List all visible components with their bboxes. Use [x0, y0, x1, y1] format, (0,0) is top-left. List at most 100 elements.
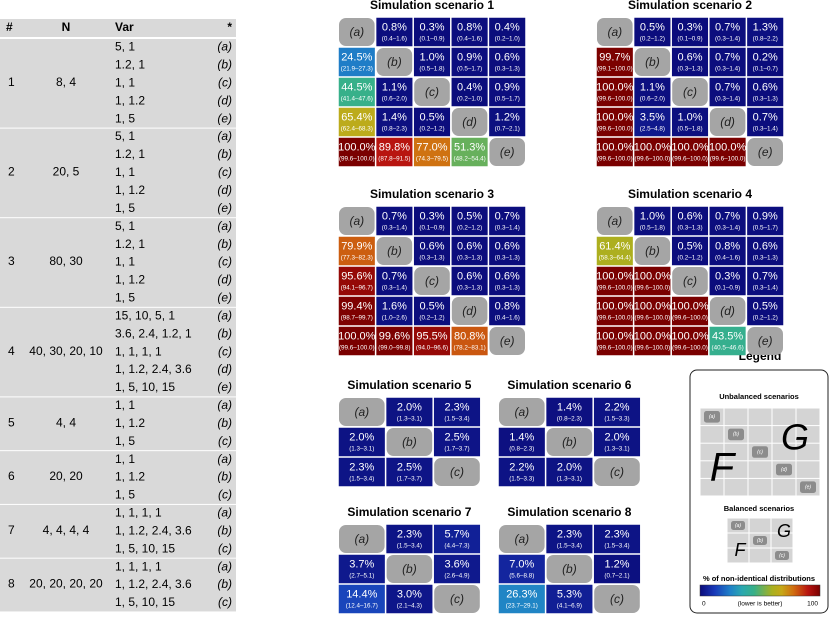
legend-diag-label: (d): [781, 467, 787, 473]
cell-ci: (99.6–100.0): [672, 156, 708, 163]
cell-value: 2.3%: [349, 461, 374, 473]
diagonal-label: (e): [758, 145, 773, 159]
cell-value: 24.5%: [341, 51, 372, 63]
group-n: 20, 5: [53, 165, 80, 179]
cell-ci: (0.4–1.6): [715, 255, 740, 262]
cell-value: 99.7%: [599, 51, 630, 63]
cell-ci: (99.6–100.0): [635, 345, 671, 352]
key-cell: (b): [217, 523, 232, 537]
diagonal-cell: [672, 267, 708, 295]
heat-cell: [709, 266, 746, 296]
legend-grid-cell: [700, 461, 724, 478]
table-header: Var: [115, 20, 134, 34]
heat-cell: [546, 584, 593, 614]
diagonal-cell: [709, 108, 746, 136]
colorbar-note: (lower is better): [738, 601, 783, 608]
heat-cell: [338, 137, 375, 167]
heat-cell: [596, 236, 633, 266]
heat-cell: [376, 137, 413, 167]
cell-value: 1.6%: [382, 300, 407, 312]
diagonal-label: (c): [425, 274, 439, 288]
cell-ci: (99.6–100.0): [672, 315, 708, 322]
cell-ci: (0.4–1.6): [382, 36, 407, 43]
diagonal-label: (a): [514, 532, 529, 546]
cell-ci: (2.7–5.1): [349, 573, 374, 580]
diagonal-cell: [339, 398, 385, 426]
legend-grid-cell: [748, 426, 772, 443]
heat-cell: [596, 296, 633, 326]
diagonal-cell: [672, 78, 708, 106]
cell-ci: (0.8–2.3): [509, 446, 534, 453]
legend-grid-cell: [748, 461, 772, 478]
heat-cell: [546, 397, 593, 427]
cell-ci: (0.5–1.7): [495, 96, 520, 103]
legend-grid-cell: [772, 478, 796, 496]
cell-value: 0.5%: [419, 300, 444, 312]
cell-ci: (0.2–1.2): [677, 255, 702, 262]
diagonal-cell: [546, 428, 593, 456]
heat-cell: [338, 107, 375, 137]
cell-value: 1.4%: [509, 431, 534, 443]
cell-value: 3.6%: [444, 558, 469, 570]
cell-value: 89.8%: [379, 141, 410, 153]
cell-value: 100.0%: [596, 330, 634, 342]
heat-cell: [451, 137, 488, 167]
key-cell: (b): [217, 470, 232, 484]
diagonal-label: (e): [500, 145, 515, 159]
cell-ci: (0.3–1.4): [715, 66, 740, 73]
legend-grid-cell: [724, 443, 748, 461]
heat-cell: [671, 326, 709, 356]
heat-cell: [634, 107, 671, 137]
cell-ci: (0.5–1.8): [640, 225, 665, 232]
var-cell: 5, 1: [115, 219, 135, 233]
cell-value: 100.0%: [596, 141, 634, 153]
cell-ci: (2.6–4.9): [444, 573, 469, 580]
table-group-bg: [0, 307, 236, 397]
cell-value: 26.3%: [506, 588, 537, 600]
heat-cell: [413, 107, 451, 137]
cell-ci: (0.3–1.4): [382, 285, 407, 292]
heat-cell: [634, 266, 671, 296]
heat-cell: [338, 584, 385, 614]
heat-cell: [709, 326, 746, 356]
var-cell: 5, 1: [115, 129, 135, 143]
legend-grid-cell: [700, 443, 724, 461]
cell-value: 0.3%: [419, 21, 444, 33]
legend-diag: [752, 446, 768, 458]
cell-ci: (1.5–3.4): [397, 543, 422, 550]
cell-value: 2.0%: [557, 461, 582, 473]
legend-diag: [728, 428, 744, 441]
cell-ci: (1.3–3.1): [349, 446, 374, 453]
cell-value: 0.6%: [753, 81, 778, 93]
cell-value: 7.0%: [509, 558, 534, 570]
cell-value: 100.0%: [596, 270, 634, 282]
cell-value: 0.7%: [382, 210, 407, 222]
cell-value: 0.5%: [753, 300, 778, 312]
cell-ci: (99.6–100.0): [672, 345, 708, 352]
diagonal-label: (a): [349, 25, 364, 39]
heat-cell: [489, 17, 526, 47]
cell-value: 100.0%: [634, 270, 672, 282]
cell-ci: (1.7–3.7): [444, 446, 469, 453]
group-id: 8: [8, 577, 15, 591]
cell-value: 0.7%: [715, 210, 740, 222]
group-id: 3: [8, 254, 15, 268]
var-cell: 1, 1.2: [115, 93, 145, 107]
key-cell: (b): [217, 147, 232, 161]
var-cell: 3.6, 2.4, 1.2, 1: [115, 326, 192, 340]
cell-value: 100.0%: [634, 141, 672, 153]
heat-cell: [413, 296, 451, 326]
heat-cell: [413, 206, 451, 236]
cell-ci: (1.5–3.3): [509, 476, 534, 483]
var-cell: 1.2, 1: [115, 147, 145, 161]
heat-cell: [489, 47, 526, 77]
cell-value: 0.6%: [753, 240, 778, 252]
cell-ci: (77.3–82.3): [341, 255, 373, 262]
cell-value: 0.7%: [715, 21, 740, 33]
cell-ci: (0.1–0.9): [677, 36, 702, 43]
diagonal-cell: [386, 428, 433, 456]
cell-value: 0.6%: [419, 240, 444, 252]
var-cell: 1, 1, 1, 1: [115, 506, 162, 520]
cell-value: 100.0%: [338, 330, 376, 342]
var-cell: 1, 1: [115, 452, 135, 466]
